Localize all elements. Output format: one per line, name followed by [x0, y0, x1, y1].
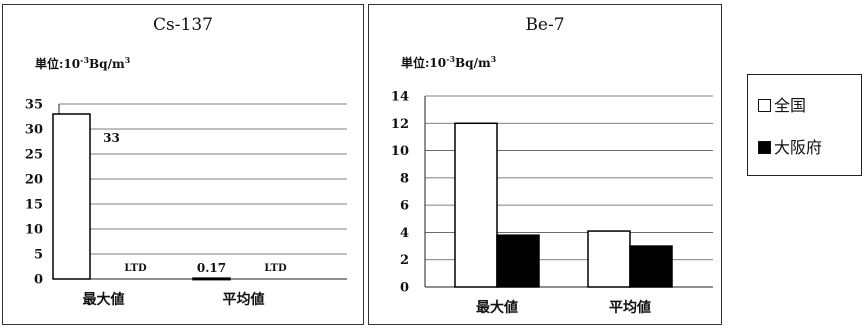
y-tick-label: 12 [391, 117, 409, 132]
chart-title: Be-7 [525, 15, 565, 35]
legend-label: 全国 [774, 96, 807, 115]
unit-label: 単位:10-3Bq/m3 [401, 54, 497, 70]
y-tick-label: 5 [34, 248, 43, 263]
chart-title: Cs-137 [153, 15, 213, 35]
y-tick-label: 35 [25, 98, 43, 113]
plot-area: 0 5 10 15 20 25 30 35 最大値 平均値 33 LTD 0.17 LTD [25, 98, 347, 308]
legend-label: 大阪府 [774, 138, 823, 157]
legend: 全国 大阪府 [747, 74, 862, 176]
y-tick-label: 15 [25, 198, 43, 213]
x-tick-label: 最大値 [476, 299, 518, 316]
x-tick-label: 最大値 [83, 291, 125, 308]
y-tick-label: 0 [400, 281, 409, 296]
y-tick-label: 0 [34, 273, 43, 288]
y-tick-label: 25 [25, 148, 43, 163]
bar [454, 122, 498, 288]
legend-item-osaka: 大阪府 [758, 134, 822, 158]
y-tick-label: 6 [400, 199, 409, 214]
y-tick-label: 20 [25, 173, 43, 188]
x-tick-label: 平均値 [609, 299, 651, 316]
y-tick-label: 14 [391, 90, 409, 105]
legend-item-national: 全国 [758, 92, 806, 116]
data-label: LTD [124, 263, 147, 274]
bar [52, 113, 91, 280]
y-tick-label: 4 [400, 226, 409, 241]
x-tick-label: 平均値 [223, 291, 265, 308]
chart-panel-cs137: Cs-137 単位:10-3Bq/m3 0 5 10 15 20 25 30 35 最大値 平均値… [2, 4, 364, 325]
bar [192, 277, 231, 281]
legend-swatch-white [758, 99, 771, 112]
unit-label: 単位:10-3Bq/m3 [35, 55, 131, 71]
y-tick-label: 10 [25, 223, 43, 238]
y-tick-label: 30 [25, 123, 43, 138]
y-tick-label: 8 [400, 171, 409, 186]
plot-area: 0 2 4 6 8 10 12 14 最大値 平均値 [391, 90, 713, 316]
bar [496, 234, 540, 288]
bar [629, 245, 673, 288]
data-label: 33 [103, 131, 120, 145]
data-label: 0.17 [197, 261, 226, 275]
data-label: LTD [264, 263, 287, 274]
y-tick-label: 10 [391, 144, 409, 159]
chart-panel-be7: Be-7 単位:10-3Bq/m3 0 2 4 6 8 10 12 14 最大値 平均値 [368, 4, 722, 325]
y-tick-label: 2 [400, 253, 409, 268]
legend-swatch-black [758, 141, 771, 154]
bar [587, 230, 631, 288]
